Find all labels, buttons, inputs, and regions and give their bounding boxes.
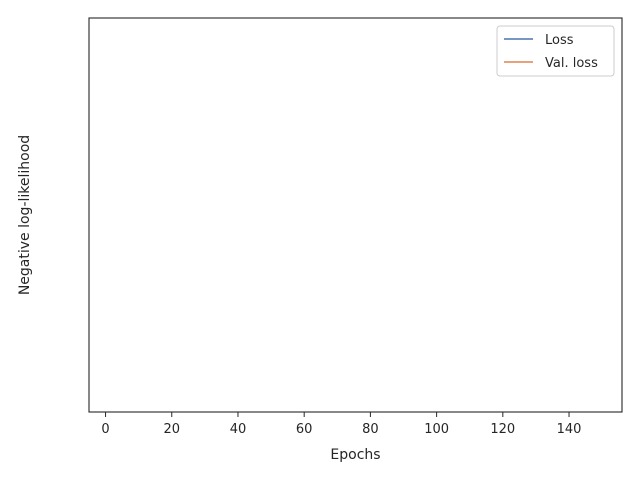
x-tick-label: 140 xyxy=(557,422,582,437)
x-tick-label: 80 xyxy=(362,422,379,437)
plot-area xyxy=(88,17,623,413)
x-tick-label: 120 xyxy=(490,422,515,437)
x-tick-label: 0 xyxy=(101,422,109,437)
x-tick-label: 100 xyxy=(424,422,449,437)
x-tick-label: 40 xyxy=(230,422,247,437)
legend-label: Val. loss xyxy=(545,56,598,71)
x-axis: 0 20 40 60 80 100 120 140 xyxy=(101,412,581,437)
plot-frame xyxy=(88,17,623,413)
legend: Loss Val. loss xyxy=(496,25,615,77)
y-axis-title: Negative log-likelihood xyxy=(17,135,33,295)
x-tick-label: 20 xyxy=(163,422,180,437)
legend-label: Loss xyxy=(545,33,574,48)
x-axis-title: Epochs xyxy=(330,447,380,463)
x-tick-label: 60 xyxy=(296,422,313,437)
